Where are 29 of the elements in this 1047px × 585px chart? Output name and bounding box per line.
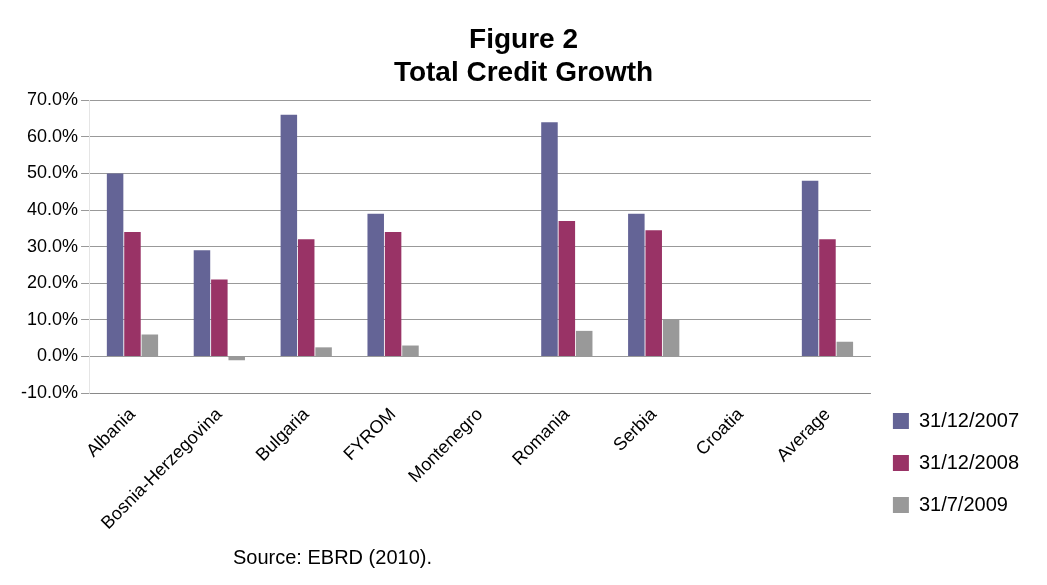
y-tick-label: 30.0% — [26, 235, 79, 256]
y-tick-label: 0.0% — [37, 345, 79, 366]
bar — [628, 213, 645, 356]
bar — [384, 232, 402, 356]
chart-subtitle: Total Credit Growth — [393, 56, 654, 88]
bar — [645, 230, 662, 356]
y-tick-label: -10.0% — [20, 382, 79, 403]
bar — [124, 232, 141, 356]
legend-label: 31/12/2008 — [918, 450, 1020, 473]
bar — [801, 180, 819, 356]
y-tick-label: 50.0% — [26, 162, 79, 183]
bar — [211, 279, 228, 356]
y-tick-label: 60.0% — [26, 125, 79, 146]
bar — [106, 173, 124, 356]
chart-title: Figure 2 — [469, 22, 578, 54]
bar — [280, 114, 298, 356]
legend-label: 31/7/2009 — [918, 492, 1008, 515]
legend-label: 31/12/2007 — [918, 408, 1020, 431]
y-tick-label: 40.0% — [26, 199, 79, 220]
y-tick-label: 10.0% — [26, 308, 79, 329]
bar — [193, 250, 211, 356]
bar — [558, 221, 576, 356]
y-tick-label: 20.0% — [26, 272, 79, 293]
bar — [541, 122, 558, 356]
source-note: Source: EBRD (2010). — [233, 546, 432, 569]
y-tick-label: 70.0% — [26, 89, 79, 110]
bar — [367, 213, 384, 356]
bar — [819, 239, 836, 356]
bar — [297, 239, 315, 356]
